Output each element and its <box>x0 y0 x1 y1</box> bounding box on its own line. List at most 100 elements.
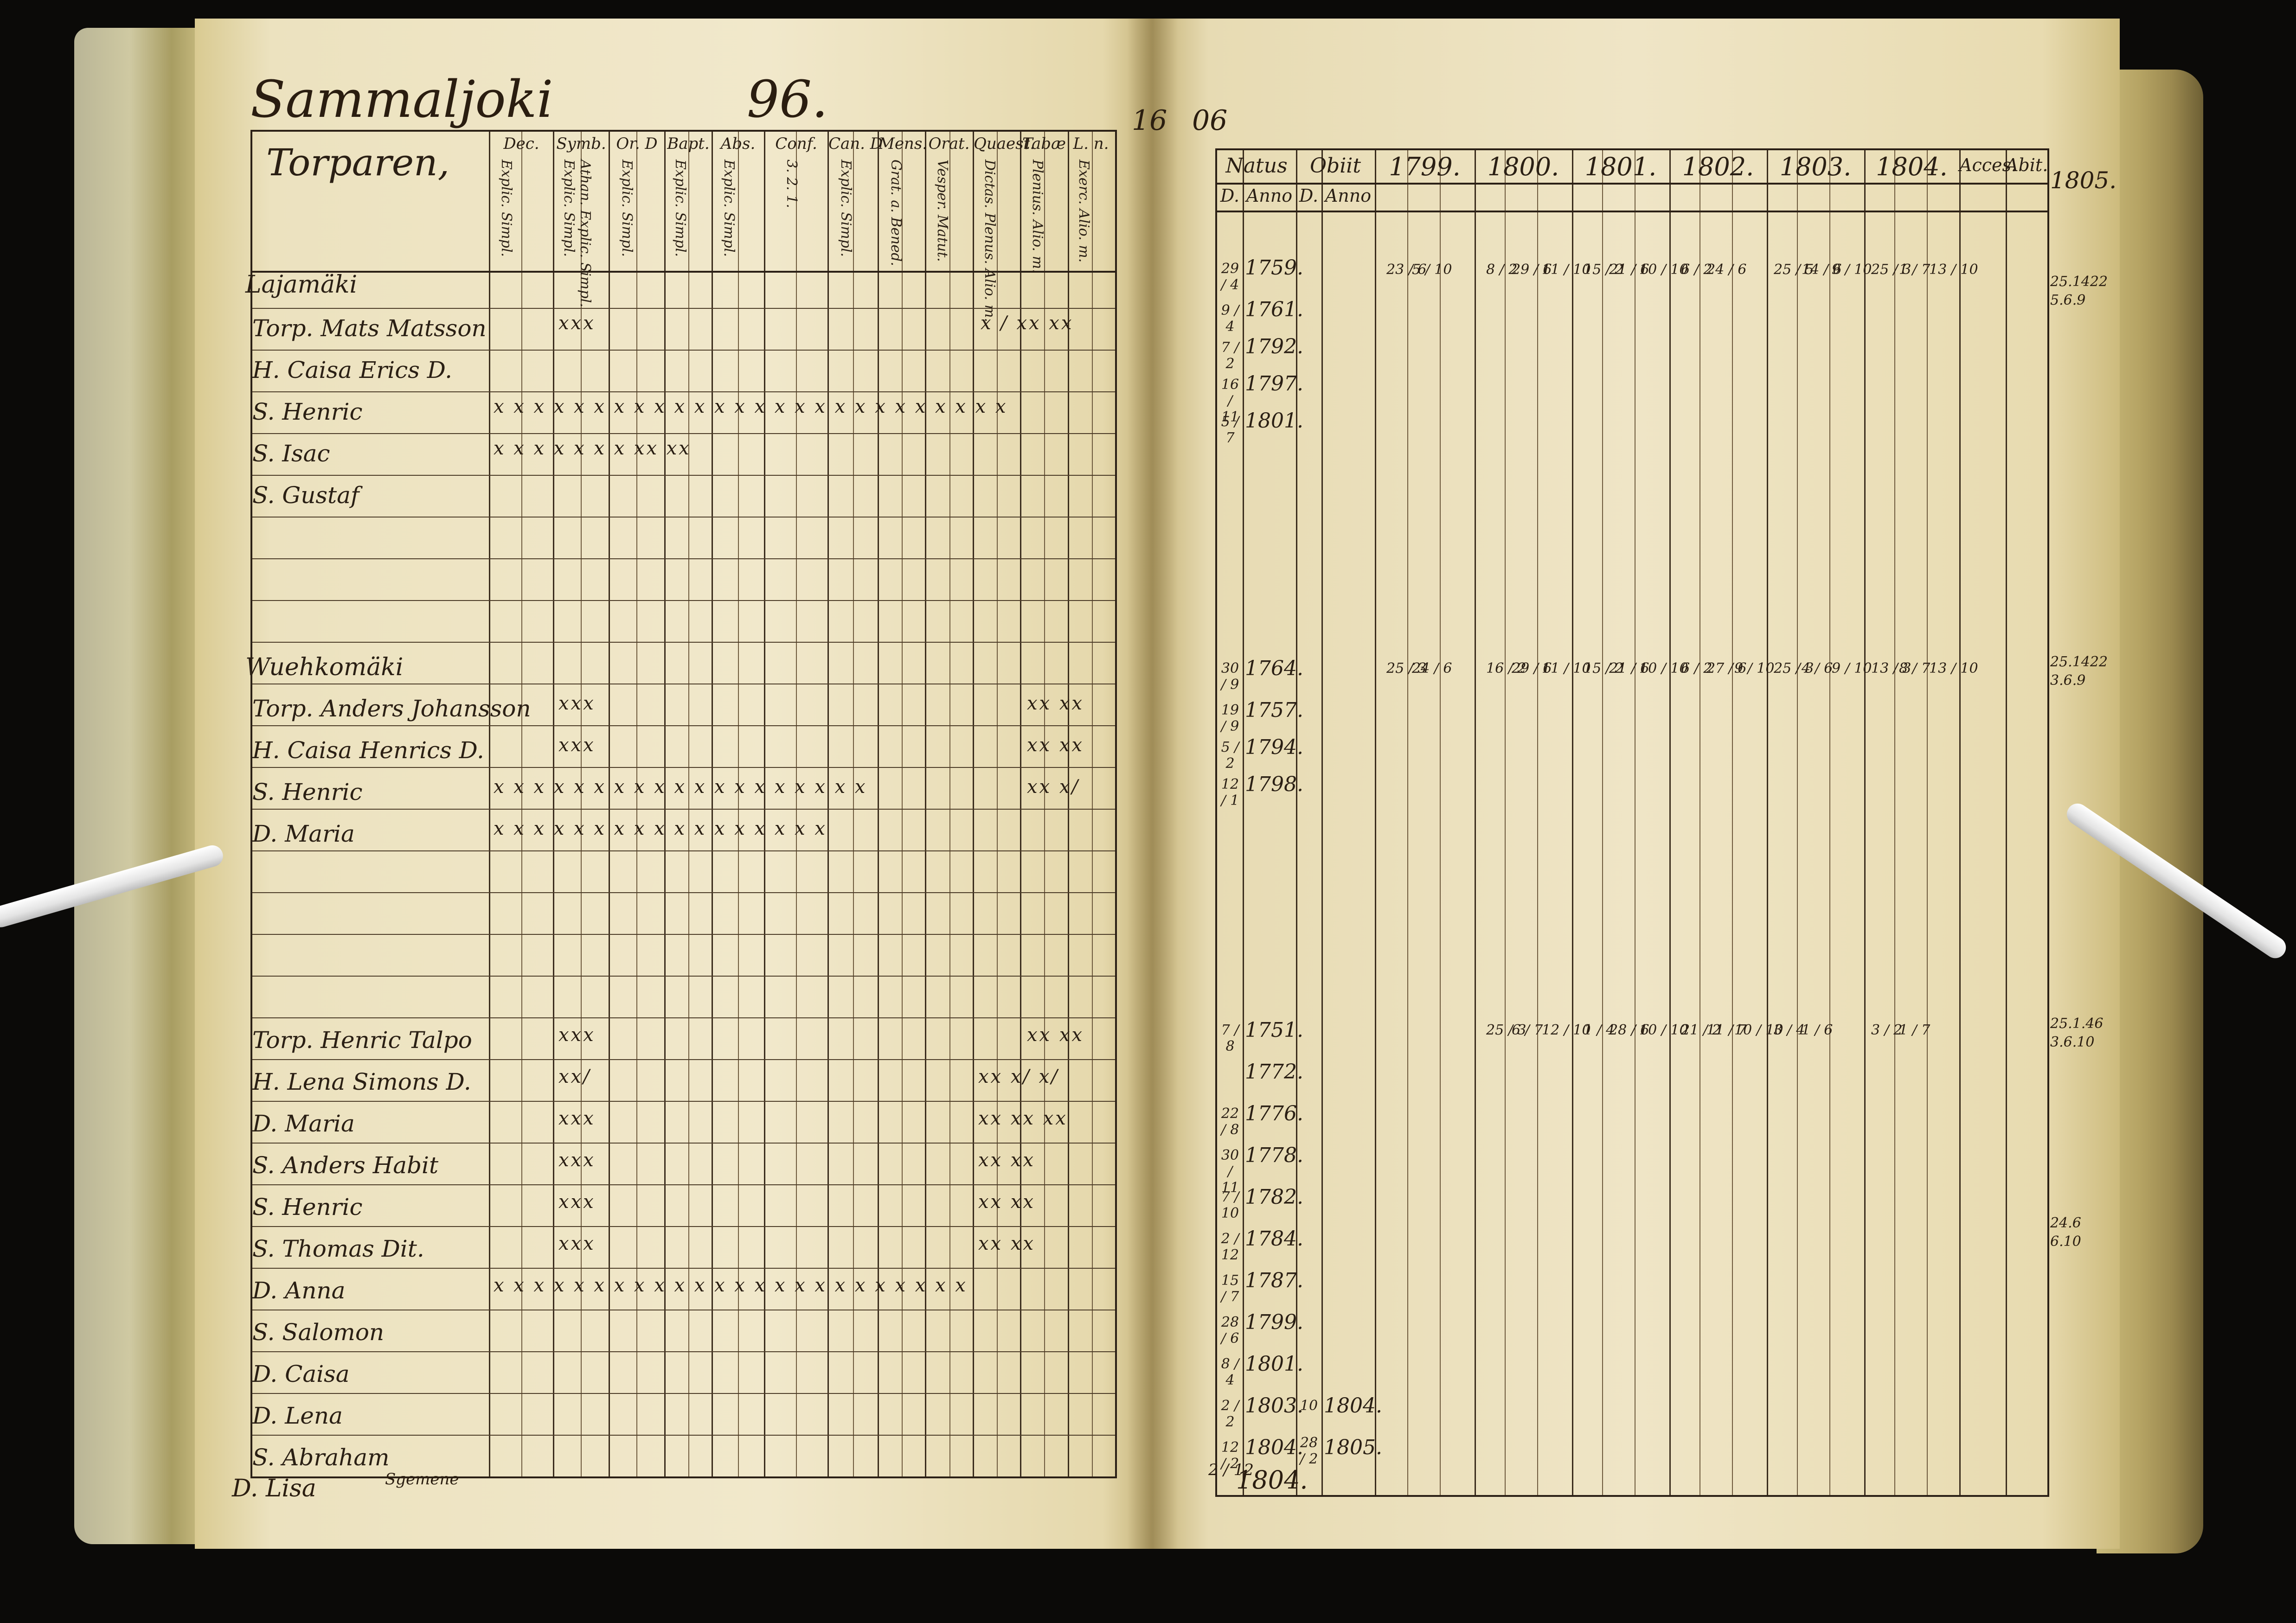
year-entry: 25 / 5 <box>1774 262 1814 278</box>
birth-year: 1797. <box>1245 372 1303 396</box>
row-marks: xx/ <box>558 1066 591 1087</box>
folio-left: 16 <box>1132 104 1167 137</box>
year-entry: 5 / 10 <box>1412 262 1452 278</box>
person-name: Torp. Mats Matsson <box>252 315 487 342</box>
farm-name: Wuehkomäki <box>245 653 404 681</box>
year-entry: 14 / 6 <box>1802 262 1842 278</box>
year-entry: 3 / 4 <box>1774 1022 1805 1038</box>
year-entry: 13 / 10 <box>1929 660 1978 677</box>
year-entry: 6 / 2 <box>1681 660 1712 677</box>
person-name: D. Anna <box>252 1277 346 1304</box>
year-entry: 29 / 6 <box>1512 262 1552 278</box>
birth-year: 1798. <box>1245 773 1303 796</box>
col-bapt: Bapt. <box>667 134 710 153</box>
footer-year: 1804. <box>1236 1465 1308 1495</box>
year-entry: 10 / 10 <box>1639 1022 1688 1038</box>
row-marks-right: x / xx xx <box>981 313 1074 334</box>
book-gutter <box>1127 19 1178 1549</box>
birth-day: 15 / 7 <box>1221 1272 1239 1305</box>
margin-note: Sgemene <box>385 1470 459 1489</box>
year-entry: 25 / 3 <box>1386 660 1427 677</box>
year-entry: 25 / 3 <box>1871 262 1911 278</box>
person-name: S. Henric <box>252 779 363 805</box>
year-entry: 9 / 10 <box>1832 262 1872 278</box>
left-register-table: Torparen, Dec. Symb. Or. D Bapt. Abs. Co… <box>245 130 1117 1478</box>
person-name: H. Lena Simons D. <box>252 1068 471 1095</box>
row-marks: x x x x x x x x x x x x x x x x x <box>494 818 827 839</box>
subhead-ord: Explic. Simpl. <box>619 160 635 257</box>
col-conf: Conf. <box>775 134 817 153</box>
birth-day: 19 / 9 <box>1221 702 1239 735</box>
person-name: H. Caisa Henrics D. <box>252 737 484 764</box>
birth-year: 1757. <box>1245 698 1303 722</box>
year-entry: 12 / 10 <box>1542 1022 1591 1038</box>
sub-obiit-anno: Anno <box>1325 185 1372 206</box>
row-marks: xxx <box>558 735 596 756</box>
col-dec: Dec. <box>503 134 539 153</box>
birth-year: 1776. <box>1245 1102 1303 1125</box>
person-name: S. Isac <box>252 440 330 467</box>
year-entry: 15 / 2 <box>1584 262 1624 278</box>
col-1801: 1801. <box>1584 152 1657 181</box>
birth-year: 1804. <box>1245 1436 1303 1459</box>
death-year: 1805. <box>1324 1436 1382 1459</box>
birth-year: 1751. <box>1245 1018 1303 1042</box>
col-tabae: Tabæ <box>1022 134 1066 153</box>
year-entry: 1 / 6 <box>1802 1022 1833 1038</box>
col-1804: 1804. <box>1876 152 1948 181</box>
col-mens: Mens. <box>879 134 928 153</box>
birth-day: 8 / 4 <box>1221 1356 1239 1388</box>
person-name: H. Caisa Erics D. <box>252 357 452 383</box>
person-name: S. Henric <box>252 398 363 425</box>
row-marks-right: xx xx <box>1027 735 1084 756</box>
row-marks-right: xx x/ <box>1027 776 1080 798</box>
year-entry: 27 / 6 <box>1706 660 1747 677</box>
birth-day: 28 / 6 <box>1221 1314 1239 1347</box>
death-year: 1804. <box>1324 1394 1382 1418</box>
subhead-ln: Exerc. Alio. m. <box>1076 160 1092 263</box>
year-entry: 6 / 7 <box>1512 1022 1543 1038</box>
row-marks: xxx <box>558 1191 596 1213</box>
birth-day: 5 / 7 <box>1221 414 1239 446</box>
col-1799: 1799. <box>1389 152 1461 181</box>
footer-date: 2 / 12 <box>1208 1461 1254 1479</box>
subhead-dec: Explic. Simpl. <box>498 160 514 257</box>
col-1802: 1802. <box>1682 152 1754 181</box>
row-marks: xxx <box>558 313 596 334</box>
birth-day: 30 / 9 <box>1221 660 1239 693</box>
person-name: S. Anders Habit <box>252 1152 439 1179</box>
year-entry: 11 / 10 <box>1542 262 1591 278</box>
folio-right: 06 <box>1192 104 1228 137</box>
year-entry: 13 / 3 <box>1871 660 1911 677</box>
person-name: D. Caisa <box>252 1361 350 1387</box>
row-marks: xxx <box>558 693 596 714</box>
col-quaest: Quaest. <box>974 134 1035 153</box>
birth-day: 7 / 10 <box>1221 1189 1239 1221</box>
year-entry: 9 / 10 <box>1832 660 1872 677</box>
year-entry: 10 / 10 <box>1734 1022 1783 1038</box>
year-entry: 24 / 6 <box>1412 660 1452 677</box>
birth-year: 1792. <box>1245 335 1303 358</box>
subhead-orat: Vesper. Matut. <box>934 160 950 262</box>
sub-natus-anno: Anno <box>1246 185 1293 206</box>
col-cand: Can. D <box>828 134 883 153</box>
subhead-tabae: Plenius. Alio. m. <box>1029 160 1045 274</box>
col-orat: Orat. <box>928 134 970 153</box>
person-name: Torp. Henric Talpo <box>252 1027 472 1054</box>
birth-year: 1787. <box>1245 1269 1303 1292</box>
year-entry: 25 / 3 <box>1774 660 1814 677</box>
year-entry: 21 / 6 <box>1609 262 1649 278</box>
margin-note-right: 24.6 <box>2050 1215 2081 1231</box>
col-natus: Natus <box>1225 154 1288 178</box>
col-abit: Abit. <box>2006 155 2048 175</box>
row-marks-right: xx xx <box>1027 693 1084 714</box>
margin-note-right: 3.6.10 <box>2050 1034 2095 1050</box>
row-marks-right: xx xx xx <box>978 1108 1068 1129</box>
page-number: 96. <box>747 70 828 129</box>
birth-day: 12 / 2 <box>1221 1439 1239 1472</box>
birth-day: 7 / 2 <box>1221 339 1239 372</box>
margin-note-right: 25.1422 <box>2050 654 2108 670</box>
row-marks: xxx <box>558 1233 596 1254</box>
year-entry: 21 / 2 <box>1681 1022 1721 1038</box>
year-entry: 3 / 2 <box>1871 1022 1903 1038</box>
